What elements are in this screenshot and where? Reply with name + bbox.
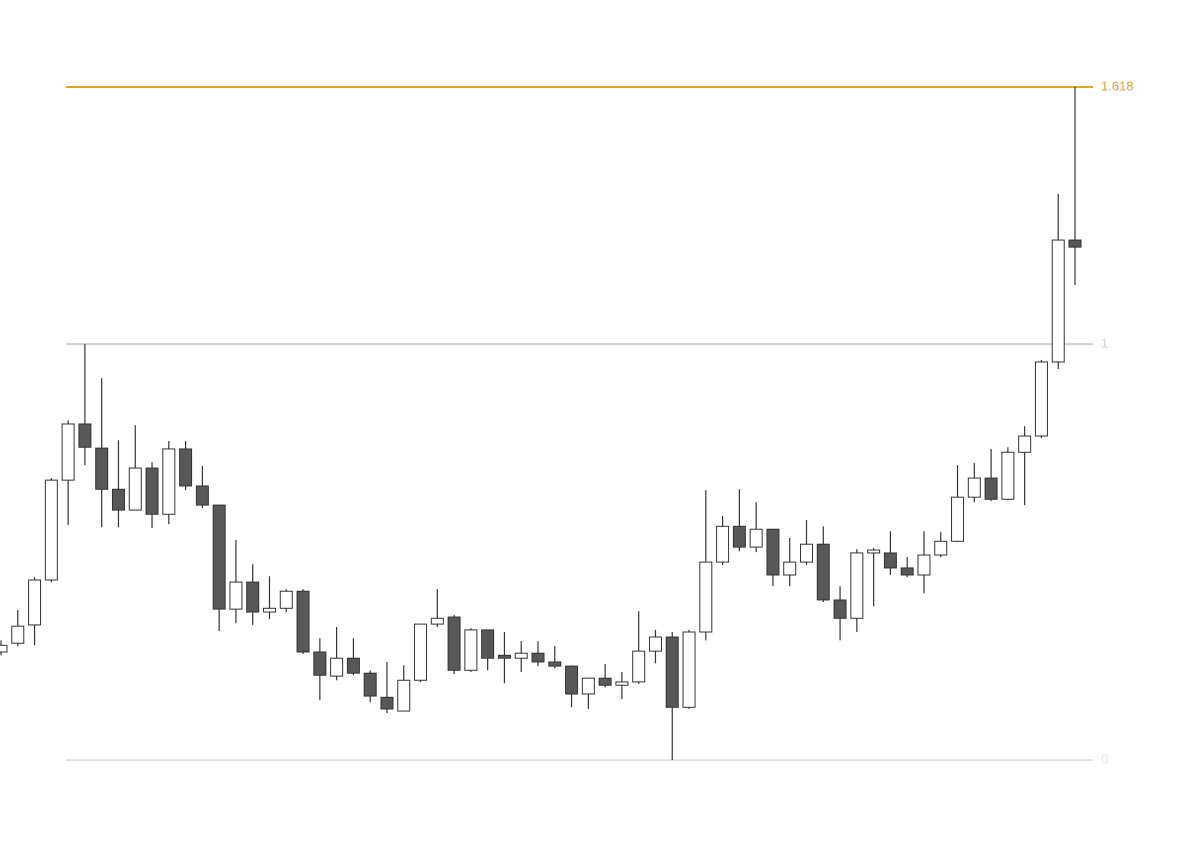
candle-body (380, 696, 394, 710)
candle-body (414, 623, 428, 681)
candle-body (296, 590, 310, 653)
candle-body (313, 651, 327, 676)
candle-body (363, 672, 377, 697)
candle-body (1001, 451, 1015, 500)
candle-body (195, 485, 209, 506)
candle-body (531, 652, 545, 663)
candle-body (984, 477, 998, 500)
candle-body (246, 581, 260, 613)
candle-body (162, 448, 176, 515)
candle-body (61, 423, 75, 481)
candle-body (565, 665, 579, 695)
candle-body (330, 657, 344, 677)
candle-body (648, 636, 662, 652)
candle-body (699, 561, 713, 633)
candle-body (128, 467, 142, 511)
candle-body (900, 567, 914, 576)
candle-body (816, 543, 830, 601)
candle-body (1018, 435, 1032, 453)
candle-body (766, 528, 780, 576)
candle-body (967, 477, 981, 498)
candle-body (917, 554, 931, 576)
candle-body (145, 467, 159, 515)
candle-body (430, 617, 444, 625)
candle-body (78, 423, 92, 448)
candle-body (179, 448, 193, 487)
candle-body (481, 629, 495, 659)
level-label: 1 (1101, 336, 1108, 351)
candle-body (1068, 239, 1082, 248)
candle-body (632, 650, 646, 683)
candle-body (11, 625, 25, 644)
candle-body (263, 607, 276, 613)
candle-body (95, 447, 109, 490)
candle-body (850, 552, 864, 619)
candle-body (749, 528, 763, 548)
candle-body (397, 679, 411, 712)
candle-body (514, 652, 528, 659)
candle-body (598, 677, 612, 686)
candle-body (615, 681, 629, 686)
candle-body (447, 616, 461, 671)
candle-body (1034, 361, 1048, 437)
candle-body (1051, 239, 1065, 363)
candle-body (497, 654, 511, 659)
candle-body (682, 631, 696, 708)
level-label: 1.618 (1101, 78, 1134, 93)
candle-body (934, 540, 948, 556)
candle-body (28, 579, 42, 626)
candle-body (783, 561, 797, 576)
candle-body (951, 496, 965, 542)
candle-body (548, 661, 562, 667)
candle-body (800, 543, 813, 563)
candle-body (346, 657, 360, 674)
candle-body (665, 636, 679, 708)
candle-body (732, 525, 746, 548)
candle-body (212, 504, 226, 610)
candle-body (111, 488, 125, 511)
candle-body (716, 525, 730, 563)
candle-body (867, 549, 881, 554)
level-label: 0 (1101, 752, 1108, 767)
candle-body (229, 581, 243, 610)
candle-body (581, 677, 595, 695)
candle-body (44, 479, 58, 581)
candle-body (883, 552, 897, 569)
candle-body (833, 599, 847, 619)
candle-body (464, 629, 478, 671)
candle-body (279, 590, 293, 609)
candle-body (0, 644, 8, 653)
